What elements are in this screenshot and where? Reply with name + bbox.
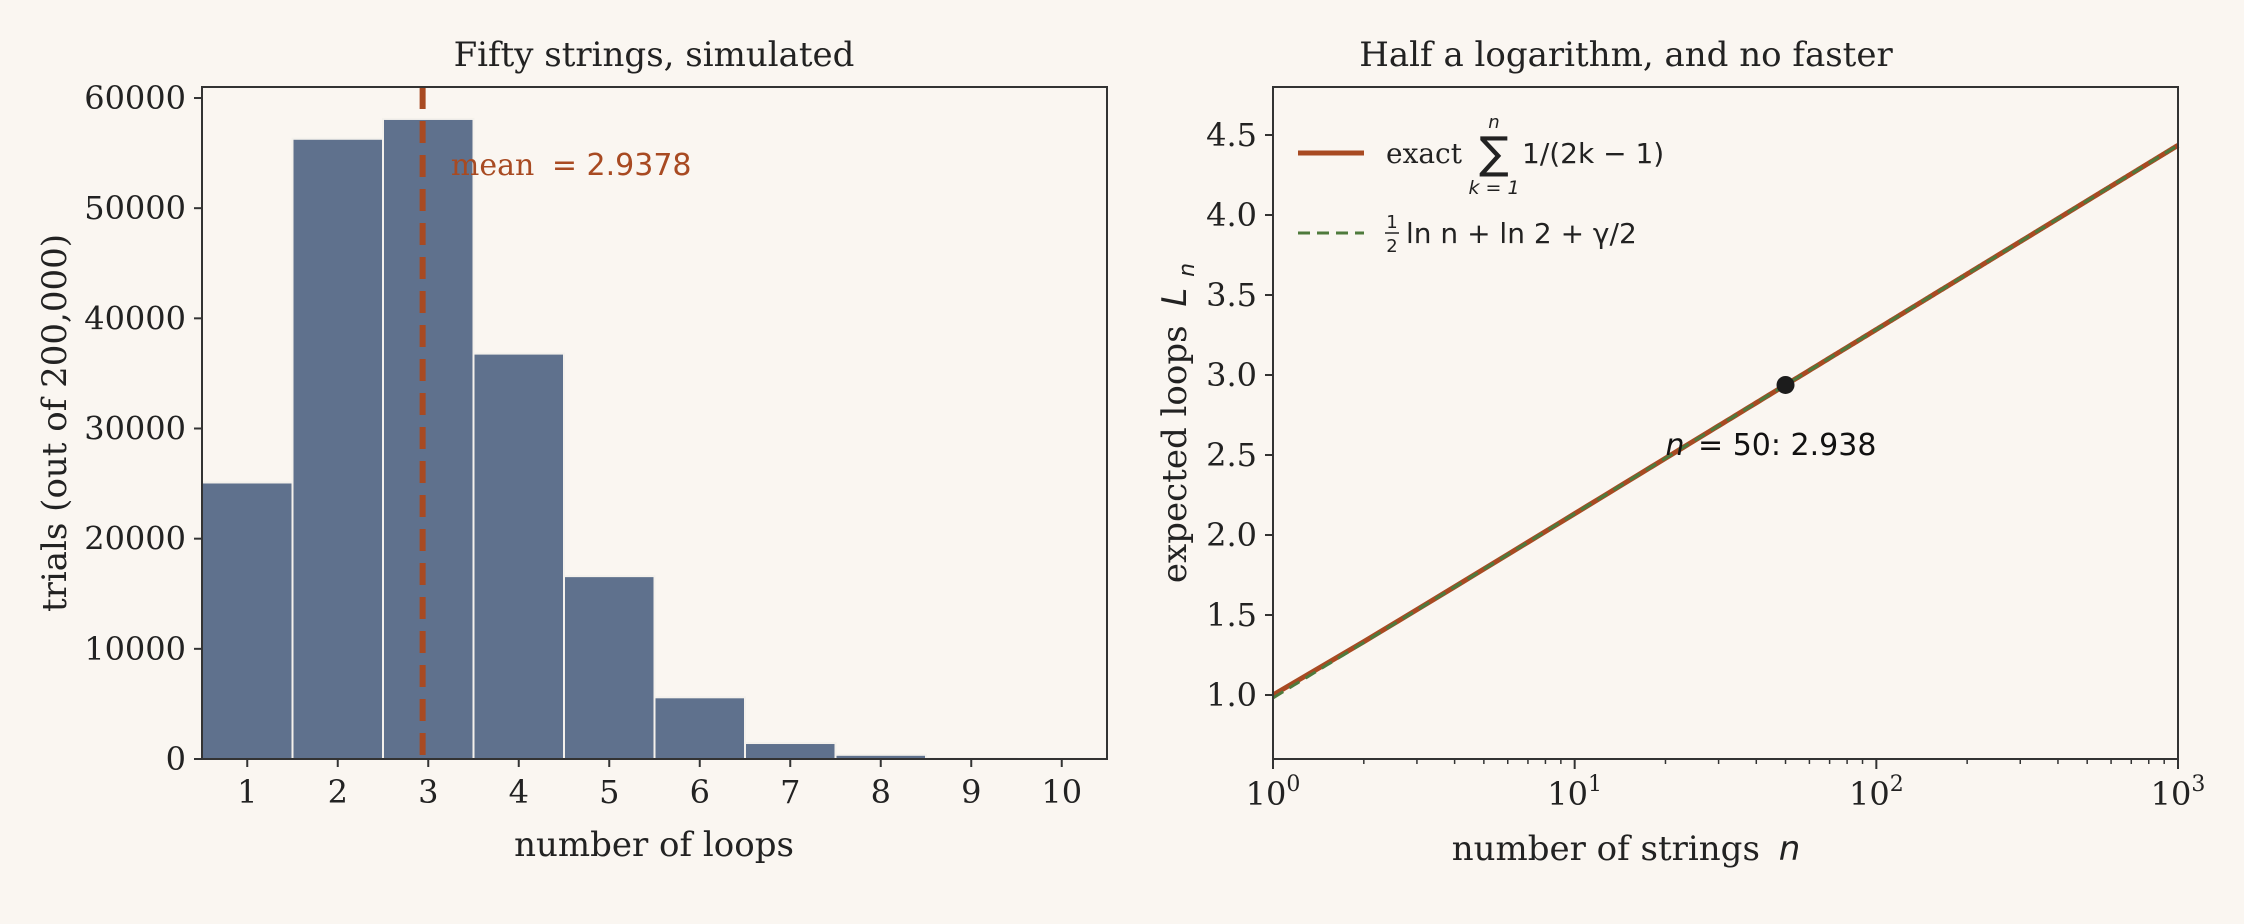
histogram-x-tick-label: 8 (871, 773, 891, 811)
line-x-ticks: 100 101 102 103 (1246, 759, 2206, 813)
legend-sum-upper: n (1488, 112, 1499, 133)
line-y-axis-label-sub: n (1175, 263, 1200, 277)
histogram-y-axis-label: trials (out of 200,000) (35, 234, 75, 612)
histogram-y-tick-label: 50000 (84, 189, 186, 227)
histogram-y-tick-label: 0 (166, 740, 186, 778)
histogram-y-tick-label: 30000 (84, 410, 186, 448)
line-x-axis-label-var: n (1779, 829, 1801, 869)
legend-exact-formula: 1/(2k − 1) (1522, 137, 1664, 170)
histogram-bar (472, 352, 565, 760)
line-y-tick-label: 3.0 (1206, 356, 1257, 394)
histogram-y-tick-label: 10000 (84, 630, 186, 668)
line-legend: exact n ∑ k = 1 1/(2k − 1) 1 2 ln n + ln… (1298, 112, 1664, 257)
line-y-tick-label: 2.0 (1206, 516, 1257, 554)
mean-annotation-label: mean (451, 148, 534, 183)
line-panel: Half a logarithm, and no faster n = 50: … (1155, 35, 2205, 869)
legend-sum-lower: k = 1 (1468, 177, 1519, 199)
line-frame (1272, 86, 2179, 760)
line-x-tick-exponent: 3 (2191, 772, 2205, 797)
line-x-tick-base: 10 (2151, 775, 2192, 813)
histogram-panel: Fifty strings, simulated mean = 2.9378 1… (35, 35, 1108, 865)
n50-annotation-var: n (1665, 428, 1684, 463)
histogram-bar (291, 137, 384, 761)
histogram-x-tick-label: 6 (690, 773, 710, 811)
histogram-x-tick-label: 7 (780, 773, 800, 811)
histogram-x-tick-label: 2 (328, 773, 348, 811)
histogram-x-tick-label: 5 (599, 773, 619, 811)
sum-sign-icon: ∑ (1479, 128, 1509, 179)
line-y-tick-label: 4.5 (1206, 116, 1257, 154)
n50-annotation: n = 50: 2.938 (1665, 428, 1876, 463)
line-x-tick-base: 10 (1849, 775, 1890, 813)
legend-frac-denominator: 2 (1386, 236, 1397, 257)
histogram-y-tick-label: 40000 (84, 299, 186, 337)
histogram-bar (653, 696, 746, 760)
line-y-axis-label: expected loops L n (1155, 263, 1200, 583)
histogram-frame (201, 86, 1108, 760)
n50-marker-point (1776, 375, 1795, 394)
line-x-tick-label: 102 (1849, 772, 1904, 813)
line-x-tick-label: 101 (1547, 772, 1602, 813)
line-x-tick-label: 100 (1246, 772, 1301, 813)
histogram-bar (563, 575, 656, 760)
histogram-bar (744, 742, 837, 761)
histogram-x-tick-label: 9 (961, 773, 981, 811)
histogram-x-tick-label: 10 (1041, 773, 1082, 811)
mean-annotation-value: = 2.9378 (552, 148, 692, 183)
line-y-axis-label-var: L (1155, 288, 1195, 307)
line-y-tick-label: 1.0 (1206, 676, 1257, 714)
line-x-tick-label: 103 (2151, 772, 2206, 813)
histogram-x-ticks: 1 2 3 4 5 6 7 8 9 10 (237, 759, 1082, 811)
histogram-bar (382, 117, 475, 760)
legend-exact-text: exact (1386, 137, 1463, 170)
line-y-tick-label: 3.5 (1206, 276, 1257, 314)
line-y-axis-label-text: expected loops (1155, 325, 1195, 583)
histogram-x-tick-label: 3 (418, 773, 438, 811)
histogram-bars (201, 117, 1108, 761)
histogram-title: Fifty strings, simulated (454, 35, 855, 75)
line-x-axis-label: number of strings n (1452, 829, 1801, 869)
line-x-tick-exponent: 0 (1286, 772, 1300, 797)
legend-frac-numerator: 1 (1386, 212, 1397, 233)
line-x-tick-exponent: 2 (1890, 772, 1904, 797)
line-x-axis-label-text: number of strings (1452, 829, 1760, 869)
histogram-x-tick-label: 1 (237, 773, 257, 811)
histogram-x-axis-label: number of loops (514, 825, 794, 865)
histogram-y-ticks: 0 10000 20000 30000 40000 50000 60000 (84, 79, 202, 778)
line-y-ticks: 1.0 1.5 2.0 2.5 3.0 3.5 4.0 4.5 (1206, 116, 1273, 714)
line-title: Half a logarithm, and no faster (1359, 35, 1893, 75)
line-x-tick-exponent: 1 (1588, 772, 1602, 797)
histogram-x-tick-label: 4 (509, 773, 529, 811)
legend-approx-text: ln n + ln 2 + γ/2 (1406, 217, 1637, 250)
n50-annotation-text: = 50: 2.938 (1698, 428, 1876, 463)
line-x-tick-base: 10 (1547, 775, 1588, 813)
line-y-tick-label: 1.5 (1206, 596, 1257, 634)
line-x-tick-base: 10 (1246, 775, 1287, 813)
mean-annotation: mean = 2.9378 (451, 148, 692, 183)
approx-series-line (1272, 144, 2179, 700)
histogram-y-tick-label: 20000 (84, 520, 186, 558)
line-y-tick-label: 2.5 (1206, 436, 1257, 474)
line-y-tick-label: 4.0 (1206, 196, 1257, 234)
histogram-bar (201, 481, 294, 760)
histogram-y-tick-label: 60000 (84, 79, 186, 117)
